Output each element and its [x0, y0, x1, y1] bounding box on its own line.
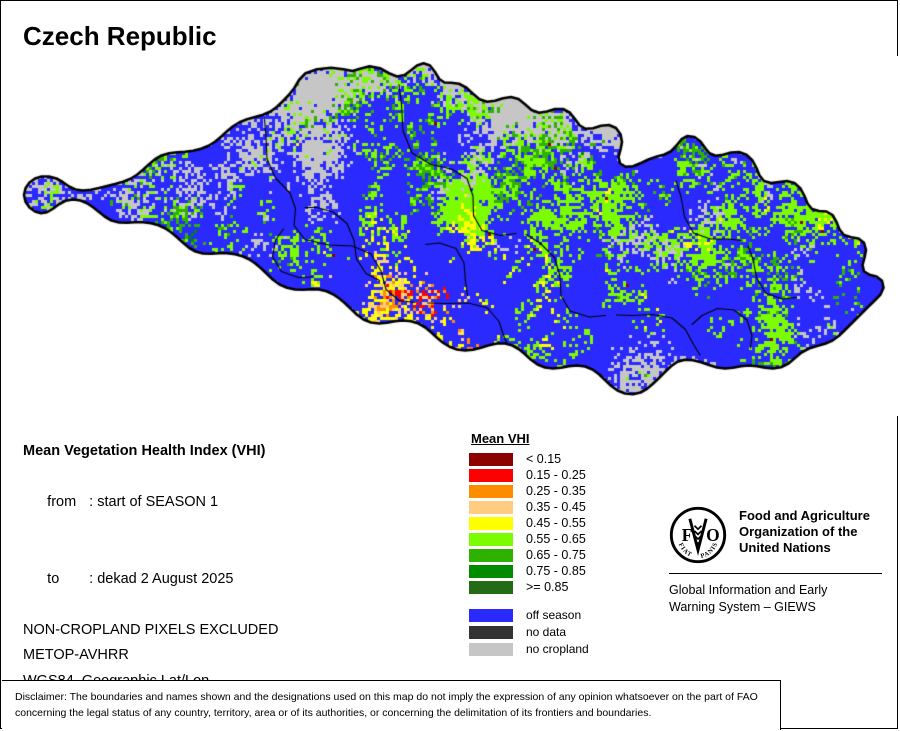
- legend-class-swatch: [469, 532, 513, 546]
- legend-extra-row[interactable]: no cropland: [469, 641, 659, 658]
- info-from-key: from: [47, 494, 77, 510]
- info-excluded: NON-CROPLAND PIXELS EXCLUDED: [23, 621, 279, 638]
- info-from-row: from : start of SEASON 1: [23, 465, 443, 542]
- legend-class-swatch: [469, 516, 513, 530]
- legend-class-label: 0.75 - 0.85: [526, 563, 586, 578]
- legend-extra-label: no cropland: [526, 642, 589, 656]
- legend-title: Mean VHI: [471, 431, 530, 446]
- legend-class-label: >= 0.85: [526, 579, 569, 594]
- legend-class-label: 0.45 - 0.55: [526, 515, 586, 530]
- legend-class-row[interactable]: 0.65 - 0.75: [469, 547, 659, 563]
- legend-class-label: 0.65 - 0.75: [526, 547, 586, 562]
- legend-extra-swatch: [469, 609, 513, 622]
- info-to-key: to: [47, 570, 60, 587]
- legend-extra-swatch: [469, 643, 513, 656]
- fao-top-row: F O FIAT PANIS Food and Agriculture Orga…: [669, 506, 884, 564]
- legend-class-row[interactable]: 0.25 - 0.35: [469, 483, 659, 499]
- fao-organization-name: Food and Agriculture Organization of the…: [739, 506, 870, 556]
- legend-class-label: 0.25 - 0.35: [526, 483, 586, 498]
- legend-extra-label: off season: [526, 608, 582, 622]
- svg-text:F: F: [682, 525, 693, 545]
- giews-line-2: Warning System – GIEWS: [669, 600, 816, 614]
- legend-class-row[interactable]: 0.55 - 0.65: [469, 531, 659, 547]
- fao-org-line-3: United Nations: [739, 540, 831, 555]
- disclaimer-box: Disclaimer: The boundaries and names sho…: [2, 680, 781, 730]
- map-legend: Mean VHI < 0.15 0.15 - 0.25 0.25 - 0.35 0.3…: [469, 431, 659, 658]
- legend-class-list: < 0.15 0.15 - 0.25 0.25 - 0.35 0.35 - 0.45 0…: [469, 451, 659, 595]
- legend-class-swatch: [469, 500, 513, 514]
- legend-class-swatch: [469, 564, 513, 578]
- legend-class-swatch: [469, 484, 513, 498]
- legend-extra-row[interactable]: no data: [469, 624, 659, 641]
- info-sensor: METOP-AVHRR: [23, 647, 129, 663]
- legend-class-swatch: [469, 580, 513, 594]
- legend-class-swatch: [469, 548, 513, 562]
- page-title: Czech Republic: [23, 21, 217, 51]
- legend-extra-label: no data: [526, 625, 567, 639]
- vhi-map-canvas[interactable]: [1, 56, 899, 416]
- fao-divider: [669, 573, 882, 574]
- fao-org-line-2: Organization of the: [739, 524, 858, 539]
- legend-class-row[interactable]: < 0.15: [469, 451, 659, 467]
- fao-org-line-1: Food and Agriculture: [739, 508, 870, 523]
- map-info-block: Mean Vegetation Health Index (VHI) from:…: [23, 439, 443, 694]
- legend-class-row[interactable]: 0.15 - 0.25: [469, 467, 659, 483]
- legend-class-swatch: [469, 452, 513, 466]
- legend-class-label: 0.55 - 0.65: [526, 531, 586, 546]
- legend-class-row[interactable]: >= 0.85: [469, 579, 659, 595]
- giews-line-1: Global Information and Early: [669, 583, 828, 597]
- legend-class-row[interactable]: 0.75 - 0.85: [469, 563, 659, 579]
- vhi-map[interactable]: [1, 56, 899, 416]
- legend-extra-swatch: [469, 626, 513, 639]
- svg-text:O: O: [706, 525, 720, 545]
- legend-class-row[interactable]: 0.45 - 0.55: [469, 515, 659, 531]
- legend-class-row[interactable]: 0.35 - 0.45: [469, 499, 659, 515]
- info-to-value: : dekad 2 August 2025: [89, 570, 234, 587]
- fao-branding: F O FIAT PANIS Food and Agriculture Orga…: [669, 506, 884, 616]
- info-to-row: to : dekad 2 August 2025: [23, 541, 443, 618]
- fao-logo-icon: F O FIAT PANIS: [669, 506, 727, 564]
- legend-extra-list: off season no data no cropland: [469, 607, 659, 658]
- info-from-value: : start of SEASON 1: [89, 494, 219, 510]
- legend-extra-row[interactable]: off season: [469, 607, 659, 624]
- giews-program-name: Global Information and Early Warning Sys…: [669, 582, 884, 616]
- info-heading: Mean Vegetation Health Index (VHI): [23, 443, 266, 459]
- disclaimer-text: Disclaimer: The boundaries and names sho…: [15, 691, 758, 719]
- legend-class-label: 0.35 - 0.45: [526, 499, 586, 514]
- legend-class-label: 0.15 - 0.25: [526, 467, 586, 482]
- legend-class-label: < 0.15: [526, 451, 562, 466]
- legend-class-swatch: [469, 468, 513, 482]
